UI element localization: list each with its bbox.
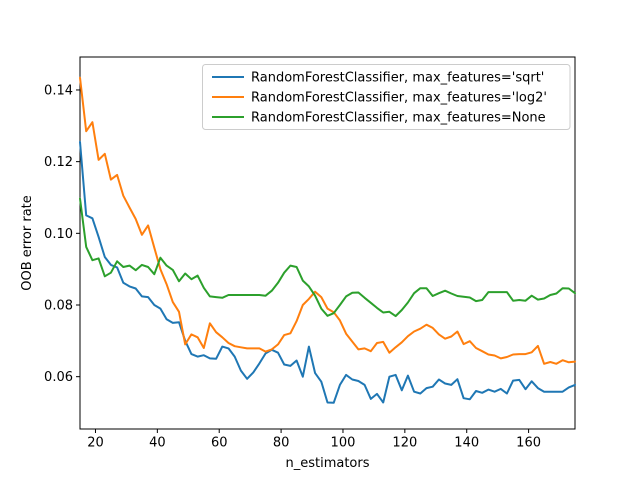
legend-label-log2: RandomForestClassifier, max_features='lo… — [251, 91, 547, 106]
x-tick-label: 80 — [273, 436, 290, 451]
legend-entry-log2: RandomForestClassifier, max_features='lo… — [212, 91, 547, 106]
x-tick-label: 120 — [392, 436, 417, 451]
x-tick-label: 60 — [211, 436, 228, 451]
y-tick-label: 0.08 — [44, 299, 73, 314]
x-tick-label: 100 — [331, 436, 356, 451]
series-line-none — [79, 197, 576, 318]
y-tick-label: 0.14 — [44, 83, 73, 98]
legend-label-sqrt: RandomForestClassifier, max_features='sq… — [251, 71, 544, 86]
axes-spines — [79, 56, 576, 430]
x-tick-label: 20 — [87, 436, 104, 451]
legend-entry-sqrt: RandomForestClassifier, max_features='sq… — [212, 71, 544, 86]
legend: RandomForestClassifier, max_features='sq… — [202, 64, 571, 130]
x-tick-label: 140 — [454, 436, 479, 451]
legend-box — [202, 64, 571, 130]
y-tick-label: 0.10 — [44, 227, 73, 242]
series-line-log2 — [79, 76, 576, 365]
legend-entry-none: RandomForestClassifier, max_features=Non… — [212, 111, 546, 126]
y-tick-label: 0.12 — [44, 155, 73, 170]
x-tick-label: 40 — [149, 436, 166, 451]
y-tick-label: 0.06 — [44, 370, 73, 385]
series-line-sqrt — [79, 140, 576, 404]
x-tick-label: 160 — [516, 436, 541, 451]
legend-label-none: RandomForestClassifier, max_features=Non… — [251, 111, 546, 126]
x-axis-label: n_estimators — [285, 456, 369, 471]
y-axis-label: OOB error rate — [20, 195, 35, 291]
